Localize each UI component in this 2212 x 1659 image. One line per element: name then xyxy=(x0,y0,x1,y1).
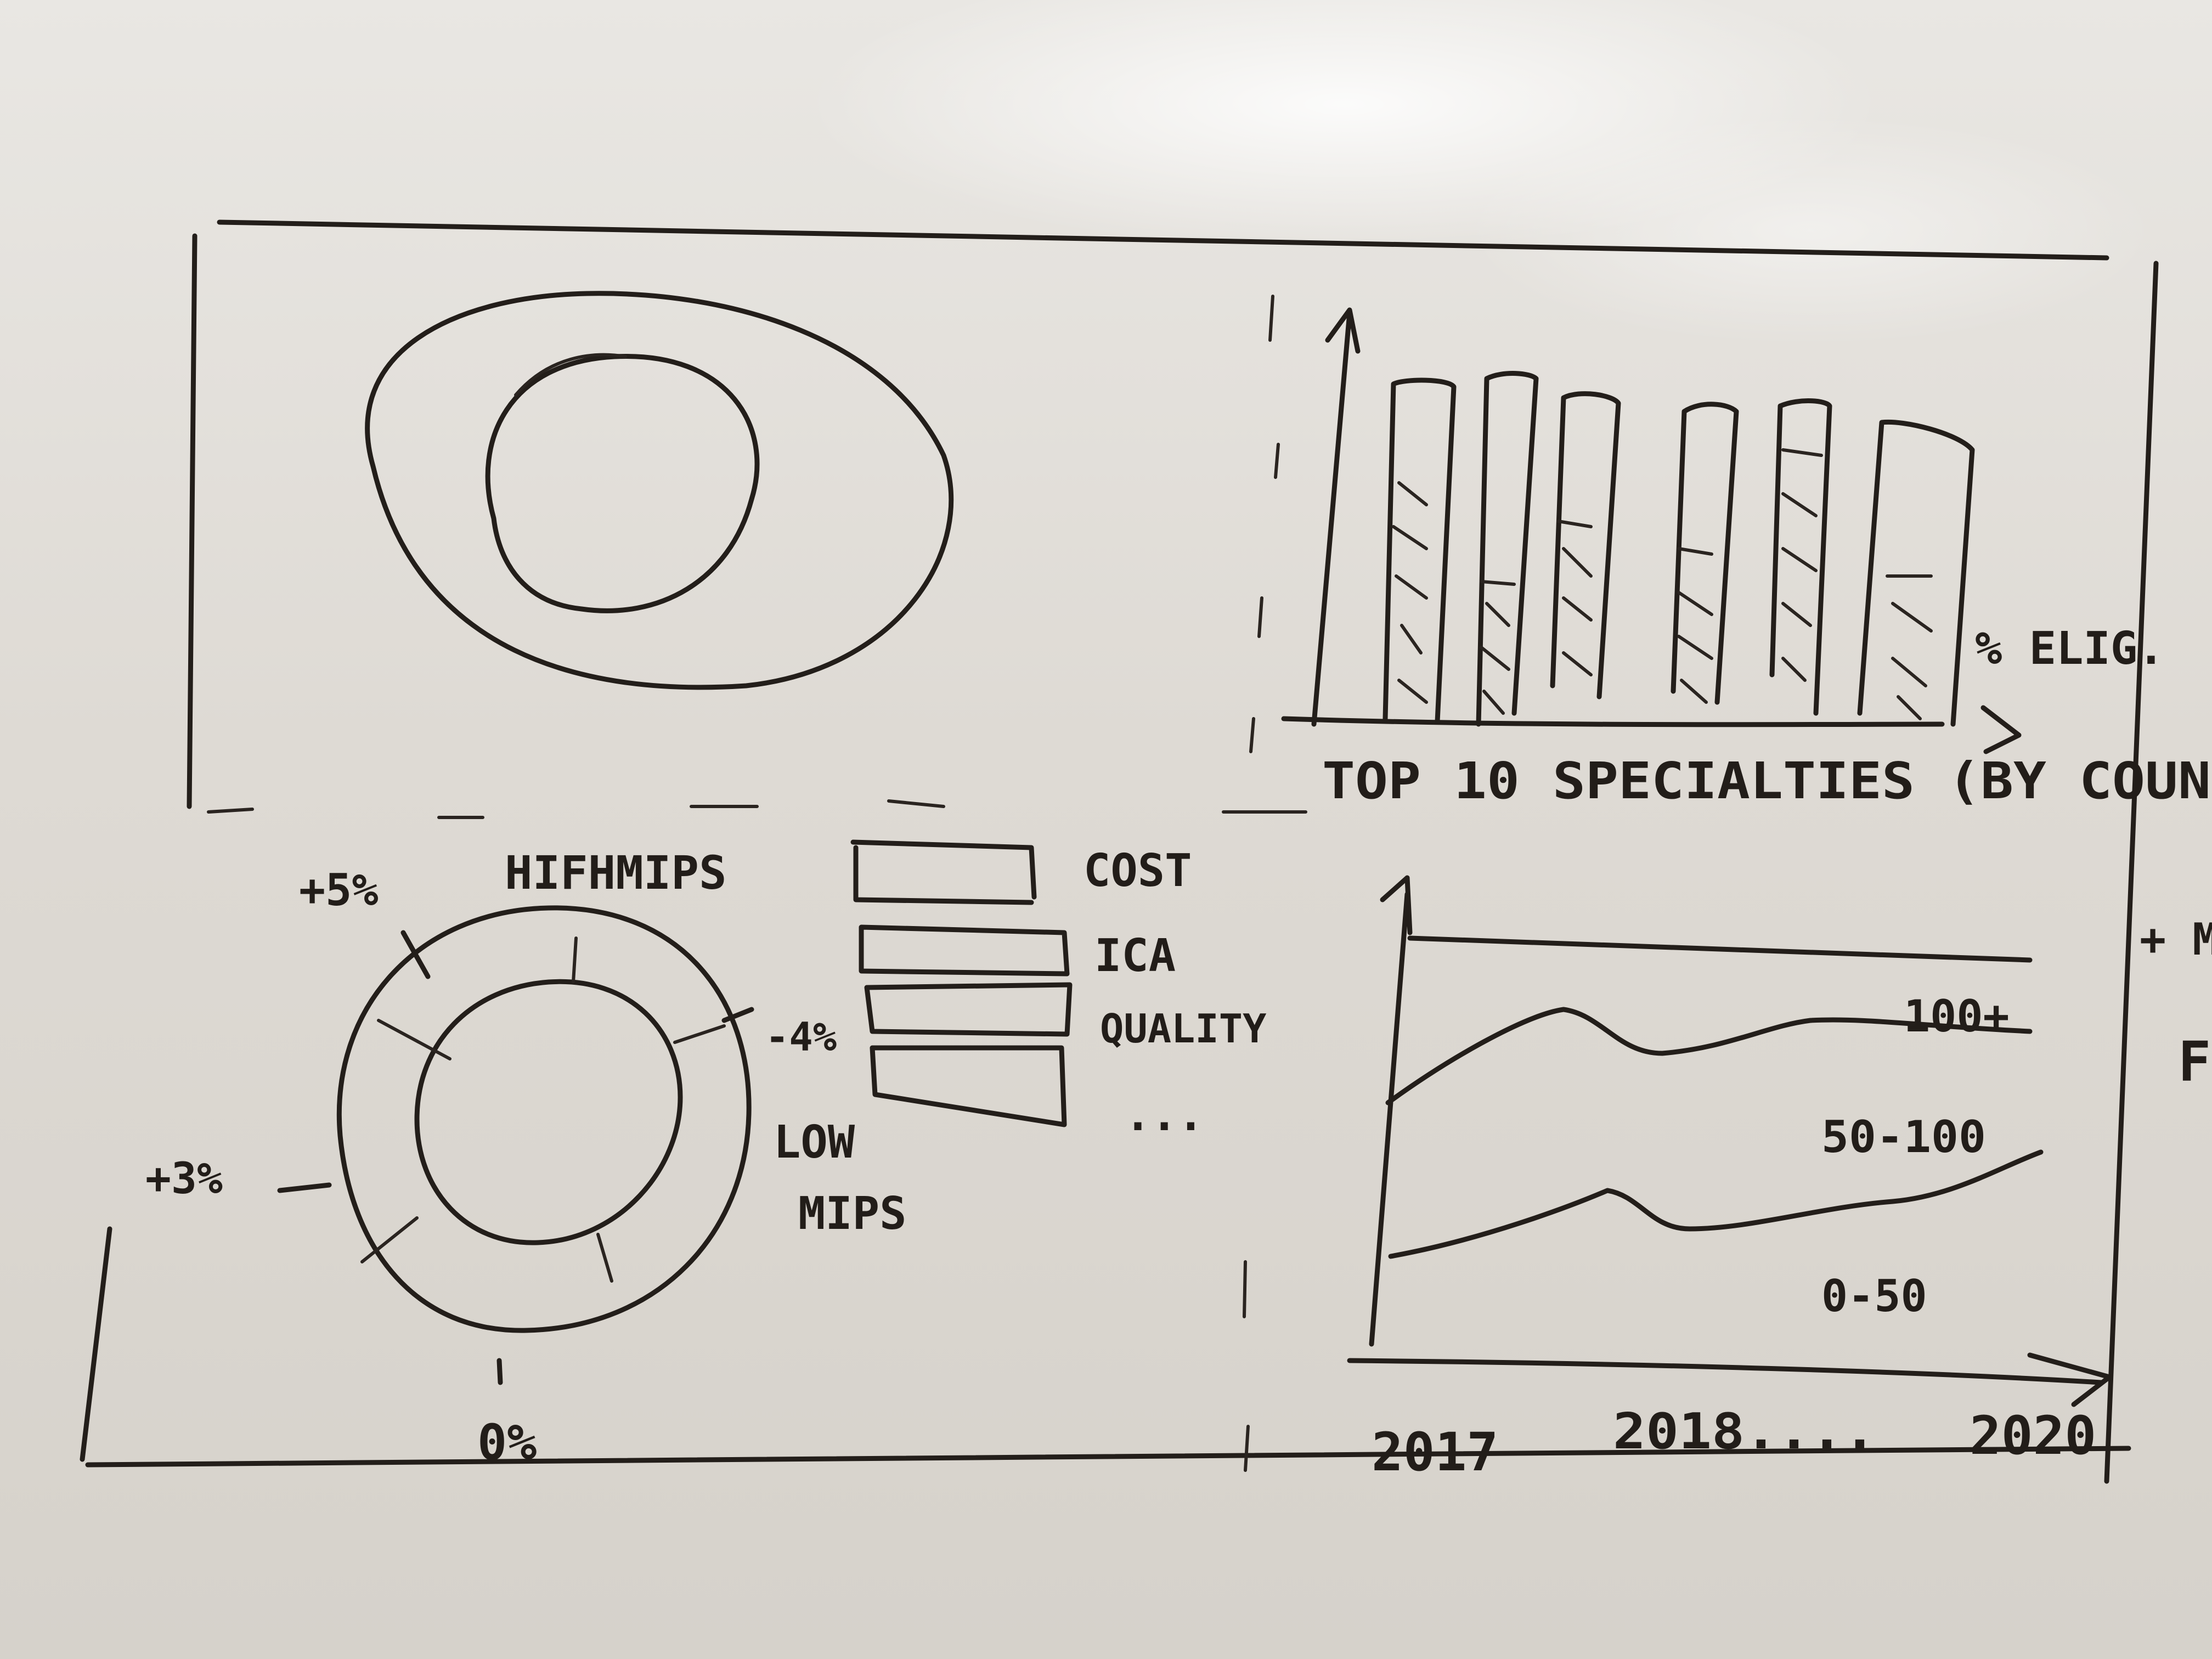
top-reference-line xyxy=(1407,935,2033,963)
label-plus-three-pct: +3% xyxy=(145,1154,223,1204)
bar-chart-top-right: % ELIG. TOP 10 SPECIALTIES (BY COUN xyxy=(1281,307,2211,810)
donut-title: HIFHMIPS xyxy=(505,846,727,900)
line-lower xyxy=(1388,1149,2044,1259)
x-label-2020: 2020 xyxy=(1970,1405,2096,1466)
low-label: LOW xyxy=(774,1116,855,1169)
band-label-100-plus: 100+ xyxy=(1904,991,2010,1042)
x-axis-arrow xyxy=(1347,1352,2112,1407)
bars xyxy=(1383,371,1975,727)
dashboard-frame xyxy=(80,219,2159,1484)
edge-mark-plus-m: + M xyxy=(2140,914,2212,965)
legend-item-ica: ICA xyxy=(1094,930,1176,982)
y-axis-arrow xyxy=(1311,307,1361,727)
x-axis-arrow xyxy=(1281,705,2022,754)
donut-chart-top-left xyxy=(365,291,954,690)
band-label-0-50: 0-50 xyxy=(1821,1271,1927,1322)
mips-label: MIPS xyxy=(798,1188,906,1240)
legend-item-quality: QUALITY xyxy=(1100,1006,1267,1052)
y-axis xyxy=(1369,875,1413,1347)
segmented-donut-bottom-left: HIFHMIPS +5% -4% +3% 0% xyxy=(145,846,837,1471)
edge-mark-f: F xyxy=(2178,1030,2211,1094)
x-axis-label: TOP 10 SPECIALTIES (BY COUN xyxy=(1322,752,2211,810)
label-plus-five-pct: +5% xyxy=(299,865,379,916)
x-label-2018: 2018.... xyxy=(1613,1403,1876,1460)
legend-more: ... xyxy=(1125,1090,1204,1141)
bar-hatching xyxy=(1392,448,1933,720)
x-label-2017: 2017 xyxy=(1372,1421,1498,1483)
line-upper xyxy=(1385,1007,2033,1105)
series-label-pct-elig: % ELIG. xyxy=(1975,623,2165,675)
label-minus-four-pct: -4% xyxy=(765,1014,837,1060)
edge-marks: + M F xyxy=(2140,914,2212,1094)
stacked-bar-legend: COST ICA QUALITY ... LOW MIPS xyxy=(774,839,1267,1240)
legend-item-cost: COST xyxy=(1084,845,1192,897)
band-label-50-100: 50-100 xyxy=(1821,1111,1986,1163)
label-zero-pct: 0% xyxy=(477,1414,537,1471)
line-chart-bottom-right: 100+ 50-100 0-50 2017 2018.... 2020 xyxy=(1347,875,2112,1483)
